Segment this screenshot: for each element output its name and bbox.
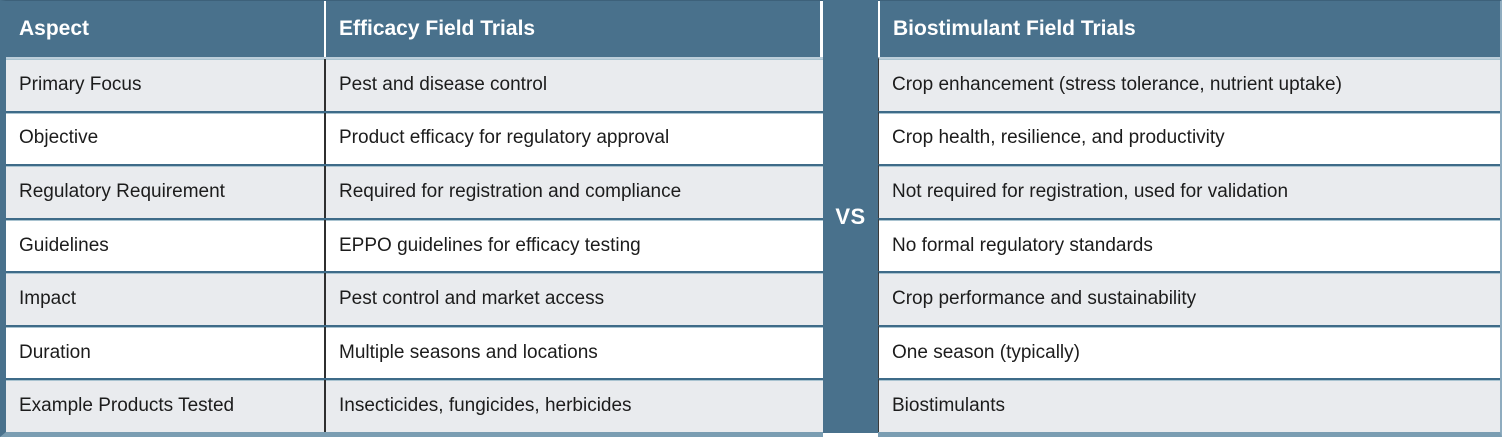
value-cell: Biostimulants <box>892 395 1005 417</box>
table-row: One season (typically) <box>878 324 1500 379</box>
vs-divider: VS <box>823 0 878 433</box>
table-row: Crop performance and sustainability <box>878 271 1500 325</box>
value-cell: One season (typically) <box>892 341 1080 363</box>
value-cell: No formal regulatory standards <box>892 234 1153 256</box>
table-row: Guidelines EPPO guidelines for efficacy … <box>6 217 823 272</box>
vs-label: VS <box>835 203 866 229</box>
aspect-column-header: Aspect <box>6 1 326 57</box>
table-row: Example Products Tested Insecticides, fu… <box>6 378 823 433</box>
efficacy-table: Aspect Efficacy Field Trials Primary Foc… <box>0 0 823 437</box>
value-cell: Crop health, resilience, and productivit… <box>892 127 1225 149</box>
table-row: Not required for registration, used for … <box>878 164 1500 218</box>
table-row: Impact Pest control and market access <box>6 271 823 325</box>
aspect-cell: Regulatory Requirement <box>6 166 326 218</box>
aspect-cell: Example Products Tested <box>6 380 326 433</box>
aspect-cell: Primary Focus <box>6 59 326 111</box>
efficacy-table-body: Primary Focus Pest and disease control O… <box>6 57 823 433</box>
biostimulant-table-body: Crop enhancement (stress tolerance, nutr… <box>878 57 1500 433</box>
table-row: Biostimulants <box>878 378 1500 433</box>
value-cell: EPPO guidelines for efficacy testing <box>339 234 641 256</box>
value-cell: Required for registration and compliance <box>339 180 682 202</box>
efficacy-table-header-row: Aspect Efficacy Field Trials <box>6 1 823 57</box>
table-row: Regulatory Requirement Required for regi… <box>6 164 823 218</box>
table-row: Crop health, resilience, and productivit… <box>878 110 1500 165</box>
biostimulant-table: Biostimulant Field Trials Crop enhanceme… <box>878 0 1502 437</box>
aspect-cell: Objective <box>6 112 326 165</box>
value-cell: Pest and disease control <box>339 73 548 95</box>
value-cell: Not required for registration, used for … <box>892 180 1289 202</box>
table-row: Objective Product efficacy for regulator… <box>6 110 823 165</box>
biostimulant-table-header-row: Biostimulant Field Trials <box>878 1 1500 57</box>
value-cell: Insecticides, fungicides, herbicides <box>339 395 632 417</box>
value-cell: Crop performance and sustainability <box>892 288 1197 310</box>
aspect-cell: Guidelines <box>6 219 326 272</box>
efficacy-column-header: Efficacy Field Trials <box>339 17 536 40</box>
value-cell: Pest control and market access <box>339 288 605 310</box>
aspect-cell: Duration <box>6 326 326 379</box>
table-row: No formal regulatory standards <box>878 217 1500 272</box>
value-cell: Product efficacy for regulatory approval <box>339 127 670 149</box>
table-row: Duration Multiple seasons and locations <box>6 324 823 379</box>
table-row: Primary Focus Pest and disease control <box>6 57 823 111</box>
biostimulant-column-header: Biostimulant Field Trials <box>893 17 1136 40</box>
value-cell: Multiple seasons and locations <box>339 341 598 363</box>
value-cell: Crop enhancement (stress tolerance, nutr… <box>892 73 1342 95</box>
table-row: Crop enhancement (stress tolerance, nutr… <box>878 57 1500 111</box>
aspect-cell: Impact <box>6 273 326 325</box>
